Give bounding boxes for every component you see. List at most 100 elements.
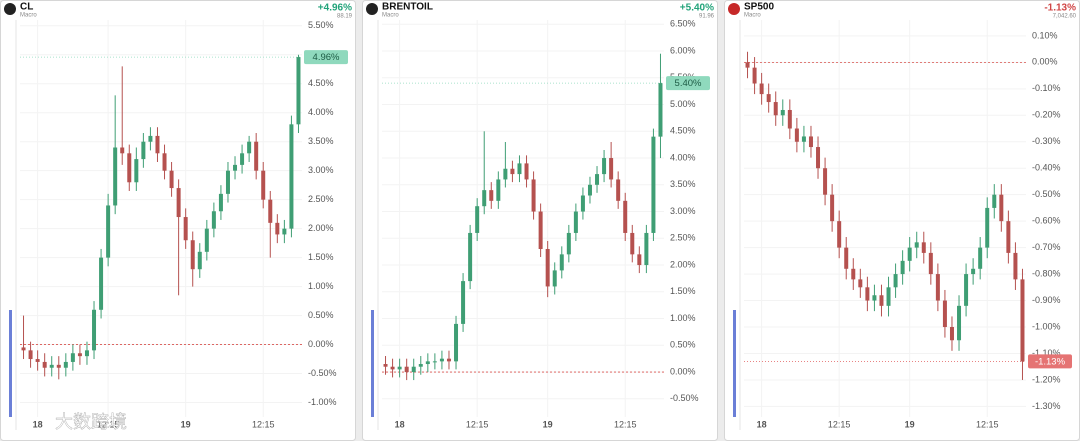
chart-panel: SP500Macro-1.13%7,042.600.10%0.00%-0.10%… bbox=[724, 0, 1080, 441]
y-tick-label: 5.50% bbox=[308, 20, 334, 30]
candle-body bbox=[992, 194, 997, 208]
candle-body bbox=[766, 94, 771, 103]
x-tick-label: 12:15 bbox=[97, 419, 120, 429]
watermark: 大数跨境 bbox=[55, 412, 127, 432]
candle-body bbox=[773, 102, 778, 116]
x-tick-label: 12:15 bbox=[976, 419, 999, 429]
candle-body bbox=[218, 193, 223, 212]
candle-body bbox=[468, 232, 473, 282]
candle-body bbox=[971, 268, 976, 275]
candle-body bbox=[1013, 252, 1018, 280]
y-tick-label: 1.50% bbox=[670, 286, 696, 296]
candle-body bbox=[113, 147, 118, 206]
candle-body bbox=[752, 67, 757, 84]
candle-body bbox=[225, 170, 230, 194]
change: +4.96% bbox=[318, 3, 352, 14]
candle-body bbox=[573, 211, 578, 233]
candle-body bbox=[454, 323, 459, 362]
candle-body bbox=[268, 199, 273, 223]
candle-body bbox=[602, 158, 607, 175]
last-value-box bbox=[1028, 354, 1072, 369]
candle-body bbox=[780, 109, 785, 116]
candle-body bbox=[127, 153, 132, 183]
candle-body bbox=[538, 211, 543, 249]
candle-body bbox=[56, 364, 61, 368]
candle-body bbox=[496, 179, 501, 201]
candle-body bbox=[390, 366, 395, 370]
candle-body bbox=[851, 268, 856, 280]
candle-body bbox=[595, 174, 600, 185]
candle-body bbox=[907, 247, 912, 261]
candle-body bbox=[461, 281, 466, 324]
candle-body bbox=[296, 57, 301, 125]
candle-body bbox=[197, 251, 202, 270]
candle-body bbox=[63, 361, 68, 368]
y-tick-label: -1.00% bbox=[308, 397, 337, 407]
candle-body bbox=[482, 190, 487, 207]
candle-body bbox=[42, 361, 47, 368]
candle-body bbox=[510, 168, 515, 175]
chart-panel: CLMacro+4.96%88.195.50%5.00%4.50%4.00%3.… bbox=[0, 0, 356, 441]
candle-body bbox=[816, 147, 821, 169]
y-tick-label: 4.00% bbox=[308, 107, 334, 117]
candle-body bbox=[651, 136, 656, 233]
candle-body bbox=[261, 170, 266, 200]
price: 91.96 bbox=[699, 14, 715, 20]
candle-body bbox=[935, 274, 940, 301]
y-tick-label: 6.00% bbox=[670, 45, 696, 55]
candle-body bbox=[879, 295, 884, 306]
candle-body bbox=[21, 347, 26, 351]
candle-body bbox=[99, 257, 104, 310]
candle-body bbox=[155, 135, 160, 154]
y-tick-label: 1.50% bbox=[308, 252, 334, 262]
candle-body bbox=[552, 270, 557, 287]
candle-body bbox=[134, 159, 139, 183]
y-tick-label: 1.00% bbox=[670, 313, 696, 323]
candle-body bbox=[254, 141, 259, 171]
y-tick-label: -0.50% bbox=[670, 393, 699, 403]
candle-body bbox=[914, 242, 919, 248]
candle-body bbox=[978, 247, 983, 269]
candle-body bbox=[425, 361, 430, 365]
symbol-subtitle: Macro bbox=[20, 13, 37, 19]
candle-body bbox=[475, 206, 480, 233]
y-tick-label: 3.50% bbox=[308, 136, 334, 146]
candle-body bbox=[397, 366, 402, 370]
y-tick-label: 4.50% bbox=[670, 126, 696, 136]
candle-body bbox=[211, 211, 216, 229]
y-tick-label: -1.20% bbox=[1032, 374, 1061, 384]
last-value-label: -1.13% bbox=[1035, 356, 1066, 367]
x-tick-label: 12:15 bbox=[614, 419, 637, 429]
panel-frame bbox=[0, 0, 356, 441]
change: -1.13% bbox=[1044, 3, 1076, 14]
candle-body bbox=[644, 232, 649, 266]
candle-body bbox=[794, 128, 799, 142]
symbol-title: CL bbox=[20, 2, 33, 13]
y-tick-label: 3.00% bbox=[670, 206, 696, 216]
candle-body bbox=[830, 194, 835, 222]
candle-body bbox=[411, 366, 416, 373]
candle-body bbox=[1006, 221, 1011, 253]
candle-body bbox=[808, 136, 813, 148]
candle-body bbox=[148, 135, 153, 142]
candle-body bbox=[787, 109, 792, 129]
y-tick-label: -0.30% bbox=[1032, 136, 1061, 146]
candle-body bbox=[886, 287, 891, 306]
candle-body bbox=[999, 194, 1004, 222]
candle-body bbox=[418, 364, 423, 367]
candle-body bbox=[77, 353, 82, 357]
symbol-subtitle: Macro bbox=[382, 13, 399, 19]
price: 88.19 bbox=[337, 14, 353, 20]
candle-body bbox=[957, 305, 962, 341]
symbol-title: BRENTOIL bbox=[382, 2, 433, 13]
candle-body bbox=[28, 350, 33, 360]
candle-body bbox=[823, 168, 828, 195]
candle-body bbox=[531, 179, 536, 212]
y-tick-label: 0.00% bbox=[670, 366, 696, 376]
y-tick-label: -0.80% bbox=[1032, 268, 1061, 278]
candle-body bbox=[928, 252, 933, 275]
candle-body bbox=[609, 158, 614, 180]
y-tick-label: -0.20% bbox=[1032, 110, 1061, 120]
y-tick-label: 0.10% bbox=[1032, 30, 1058, 40]
last-value-label: 5.40% bbox=[675, 78, 702, 89]
